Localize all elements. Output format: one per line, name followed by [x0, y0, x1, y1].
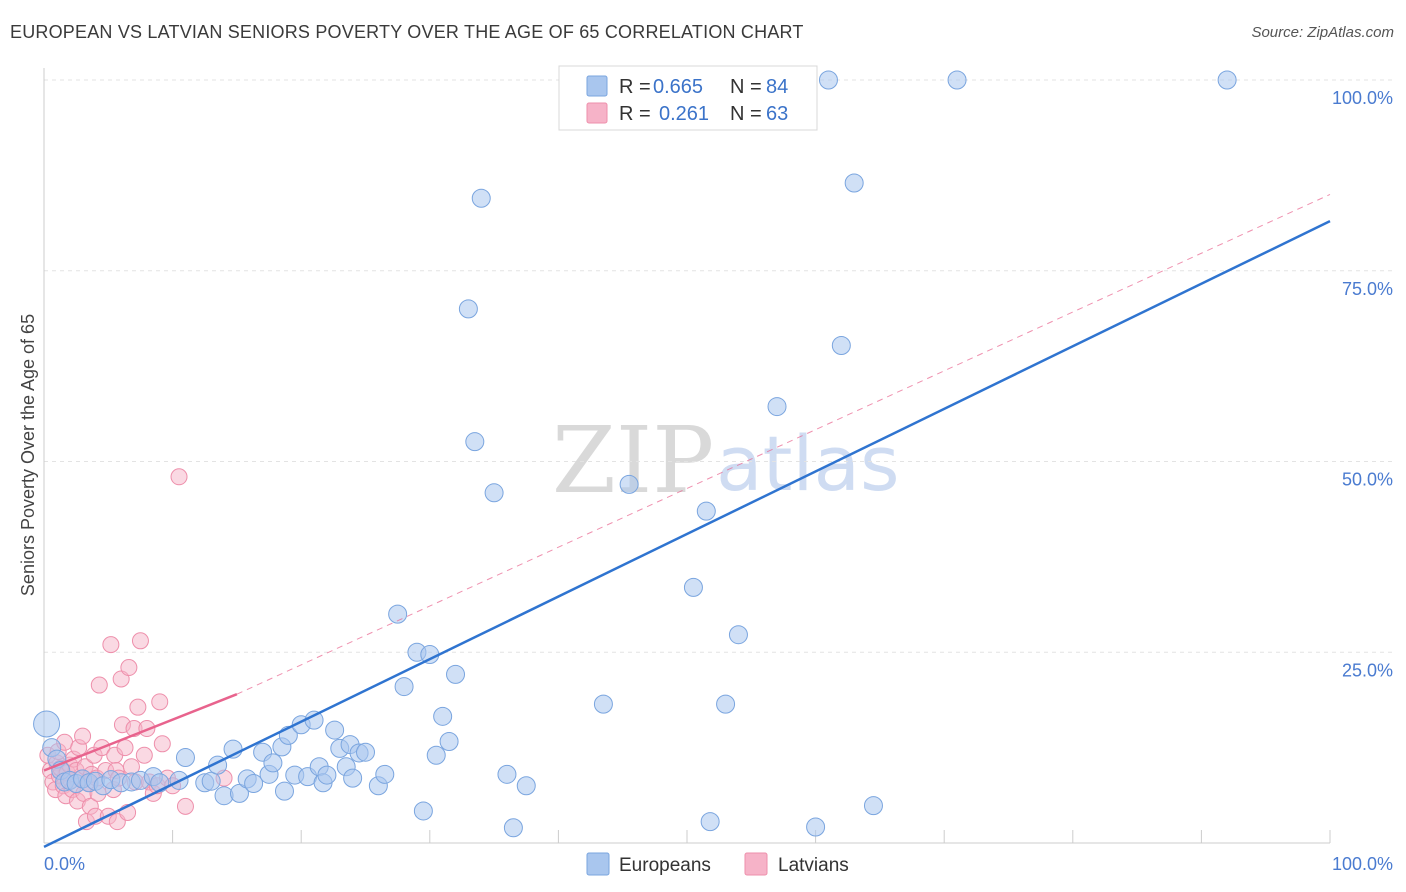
bottom-legend-label-latvians: Latvians: [778, 855, 849, 876]
europeans-point: [863, 796, 883, 816]
legend-r-value-latvians: 0.261: [659, 103, 709, 125]
europeans-point: [343, 768, 363, 788]
legend-r-label-latvians: R =: [619, 103, 651, 125]
chart-title: EUROPEAN VS LATVIAN SENIORS POVERTY OVER…: [10, 22, 804, 42]
source-label: Source: ZipAtlas.com: [1251, 24, 1394, 41]
europeans-point: [413, 801, 433, 821]
legend-n-value-europeans: 84: [766, 76, 788, 98]
europeans-point: [503, 818, 523, 838]
europeans-point: [716, 694, 736, 714]
latvians-point: [151, 693, 169, 711]
europeans-point: [818, 70, 838, 90]
europeans-point: [426, 745, 446, 765]
europeans-point: [375, 764, 395, 784]
correlation-legend: R = 0.665 N = 84 R = 0.261 N = 63: [558, 65, 818, 131]
europeans-point: [767, 397, 787, 417]
europeans-trend-line: [43, 220, 1331, 848]
x-tick-label-0: 0.0%: [44, 854, 85, 874]
europeans-point: [700, 812, 720, 832]
europeans-point: [317, 765, 337, 785]
europeans-point: [175, 748, 195, 768]
europeans-point: [484, 483, 504, 503]
y-tick-labels: 25.0% 50.0% 75.0% 100.0%: [1332, 88, 1393, 680]
europeans-point: [458, 299, 478, 319]
europeans-point: [683, 577, 703, 597]
europeans-point: [947, 70, 967, 90]
watermark-zip: ZIP: [552, 407, 714, 514]
latvians-point: [102, 636, 120, 654]
europeans-point: [274, 781, 294, 801]
legend-r-label-europeans: R =: [619, 76, 651, 98]
y-tick-label-25: 25.0%: [1342, 660, 1393, 680]
latvians-point: [170, 468, 188, 486]
gridlines: [44, 79, 1392, 653]
legend-n-label-europeans: N =: [730, 76, 762, 98]
watermark-atlas: atlas: [716, 419, 900, 508]
latvians-point: [90, 676, 108, 694]
latvians-point: [120, 659, 138, 677]
europeans-point: [593, 694, 613, 714]
europeans-point: [304, 710, 324, 730]
europeans-point: [356, 742, 375, 762]
latvians-point: [131, 632, 149, 650]
latvians-point: [153, 735, 171, 753]
europeans-point: [150, 773, 170, 793]
y-tick-label-75: 75.0%: [1342, 279, 1393, 299]
y-tick-label-50: 50.0%: [1342, 470, 1393, 490]
latvians-point: [135, 746, 153, 764]
europeans-point: [244, 773, 264, 793]
y-tick-label-100: 100.0%: [1332, 88, 1393, 108]
europeans-point: [844, 173, 864, 193]
europeans-point: [497, 764, 517, 784]
legend-r-value-europeans: 0.665: [653, 76, 703, 98]
europeans-point: [471, 188, 491, 208]
europeans-point: [1217, 70, 1237, 90]
latvians-point: [129, 698, 147, 716]
legend-swatch-latvians: [586, 102, 608, 124]
europeans-point: [394, 677, 414, 697]
europeans-point: [33, 710, 61, 738]
watermark: ZIP atlas: [552, 407, 900, 514]
y-axis-label: Seniors Poverty Over the Age of 65: [18, 314, 38, 596]
latvians-trend-line: [43, 693, 238, 772]
latvians-trend-extension: [236, 193, 1331, 695]
europeans-point: [325, 720, 345, 740]
europeans-point: [696, 501, 716, 521]
x-tick-label-100: 100.0%: [1332, 854, 1393, 874]
europeans-point: [433, 706, 453, 726]
europeans-point: [201, 771, 221, 791]
europeans-point: [831, 336, 851, 356]
europeans-point: [728, 625, 748, 645]
latvians-point: [74, 727, 92, 745]
legend-n-label-latvians: N =: [730, 103, 762, 125]
legend-n-value-latvians: 63: [766, 103, 788, 125]
bottom-legend-swatch-europeans: [586, 852, 610, 876]
europeans-point: [619, 474, 639, 494]
europeans-point: [465, 432, 485, 452]
bottom-legend-swatch-latvians: [744, 852, 768, 876]
europeans-point: [516, 776, 536, 796]
series-legend: Europeans Latvians: [586, 852, 849, 876]
europeans-point: [446, 664, 466, 684]
legend-swatch-europeans: [586, 75, 608, 97]
latvians-point: [176, 797, 194, 815]
europeans-point: [806, 817, 826, 837]
europeans-point: [439, 732, 459, 752]
trend-lines: [43, 193, 1331, 848]
bottom-legend-label-europeans: Europeans: [619, 855, 711, 876]
europeans-point: [263, 753, 283, 773]
